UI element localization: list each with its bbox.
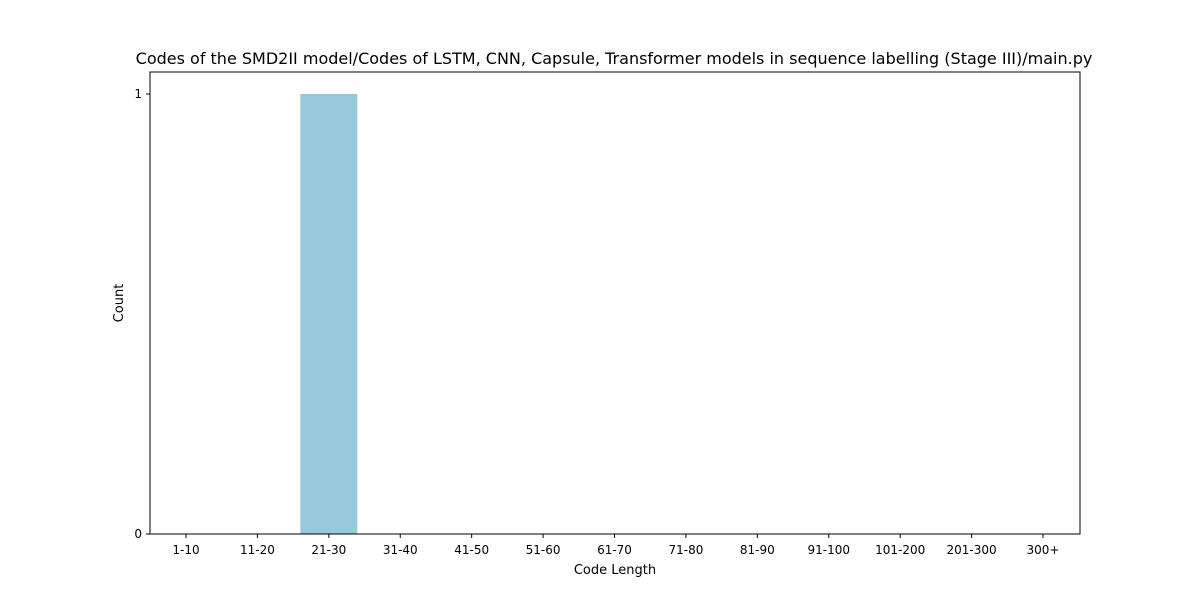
y-axis-ticks: 01 [134, 87, 150, 541]
y-axis-label: Count [112, 284, 127, 323]
x-tick-label: 41-50 [454, 543, 489, 557]
x-tick-label: 1-10 [172, 543, 199, 557]
x-tick-label: 51-60 [526, 543, 561, 557]
x-tick-label: 91-100 [807, 543, 850, 557]
x-tick-label: 201-300 [947, 543, 997, 557]
bar-21-30 [300, 94, 358, 534]
y-tick-label: 1 [134, 87, 142, 101]
x-tick-label: 101-200 [875, 543, 925, 557]
x-axis-ticks: 1-10 11-20 21-30 31-40 41-50 51-60 61-70 71-80 8… [172, 534, 1059, 557]
x-tick-label: 61-70 [597, 543, 632, 557]
x-tick-label: 300+ [1027, 543, 1060, 557]
x-tick-label: 11-20 [240, 543, 275, 557]
chart-title: Codes of the SMD2II model/Codes of LSTM,… [136, 49, 1093, 68]
x-axis-label: Code Length [574, 563, 656, 578]
x-tick-label: 21-30 [311, 543, 346, 557]
x-tick-label: 71-80 [668, 543, 703, 557]
x-tick-label: 31-40 [383, 543, 418, 557]
x-tick-label: 81-90 [740, 543, 775, 557]
plot-area-frame [149, 71, 1081, 535]
y-tick-label: 0 [134, 527, 142, 541]
bars-group [300, 94, 358, 534]
